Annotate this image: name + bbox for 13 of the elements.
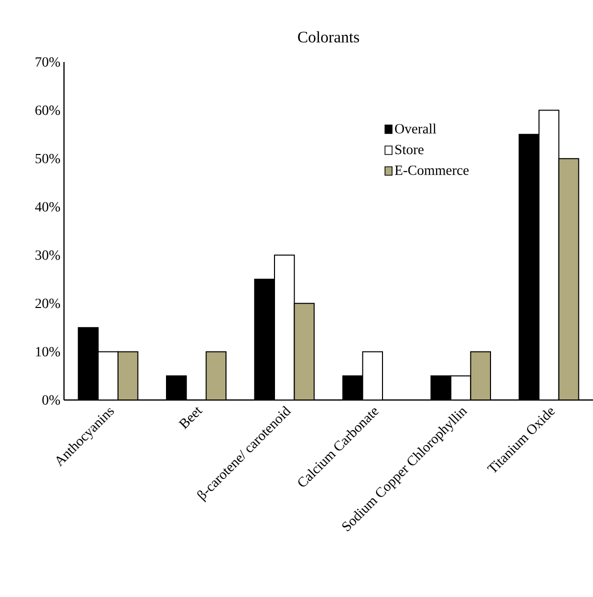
y-tick-label: 40% xyxy=(35,202,60,212)
y-tick-label: 60% xyxy=(35,106,60,116)
y-tick-label: 20% xyxy=(35,298,60,308)
chart-title: Colorants xyxy=(298,31,360,42)
legend-label: Overall xyxy=(395,124,436,134)
x-tick-label: Beet xyxy=(178,407,203,430)
y-tick-label: 10% xyxy=(36,346,60,356)
y-tick-label: 30% xyxy=(35,250,60,260)
y-tick-label: 50% xyxy=(36,154,60,164)
y-tick-label: 70% xyxy=(36,57,60,67)
legend-label: Store xyxy=(395,144,424,154)
legend-label: E-Commerce xyxy=(394,166,469,175)
y-tick-label: 0% xyxy=(42,395,60,405)
